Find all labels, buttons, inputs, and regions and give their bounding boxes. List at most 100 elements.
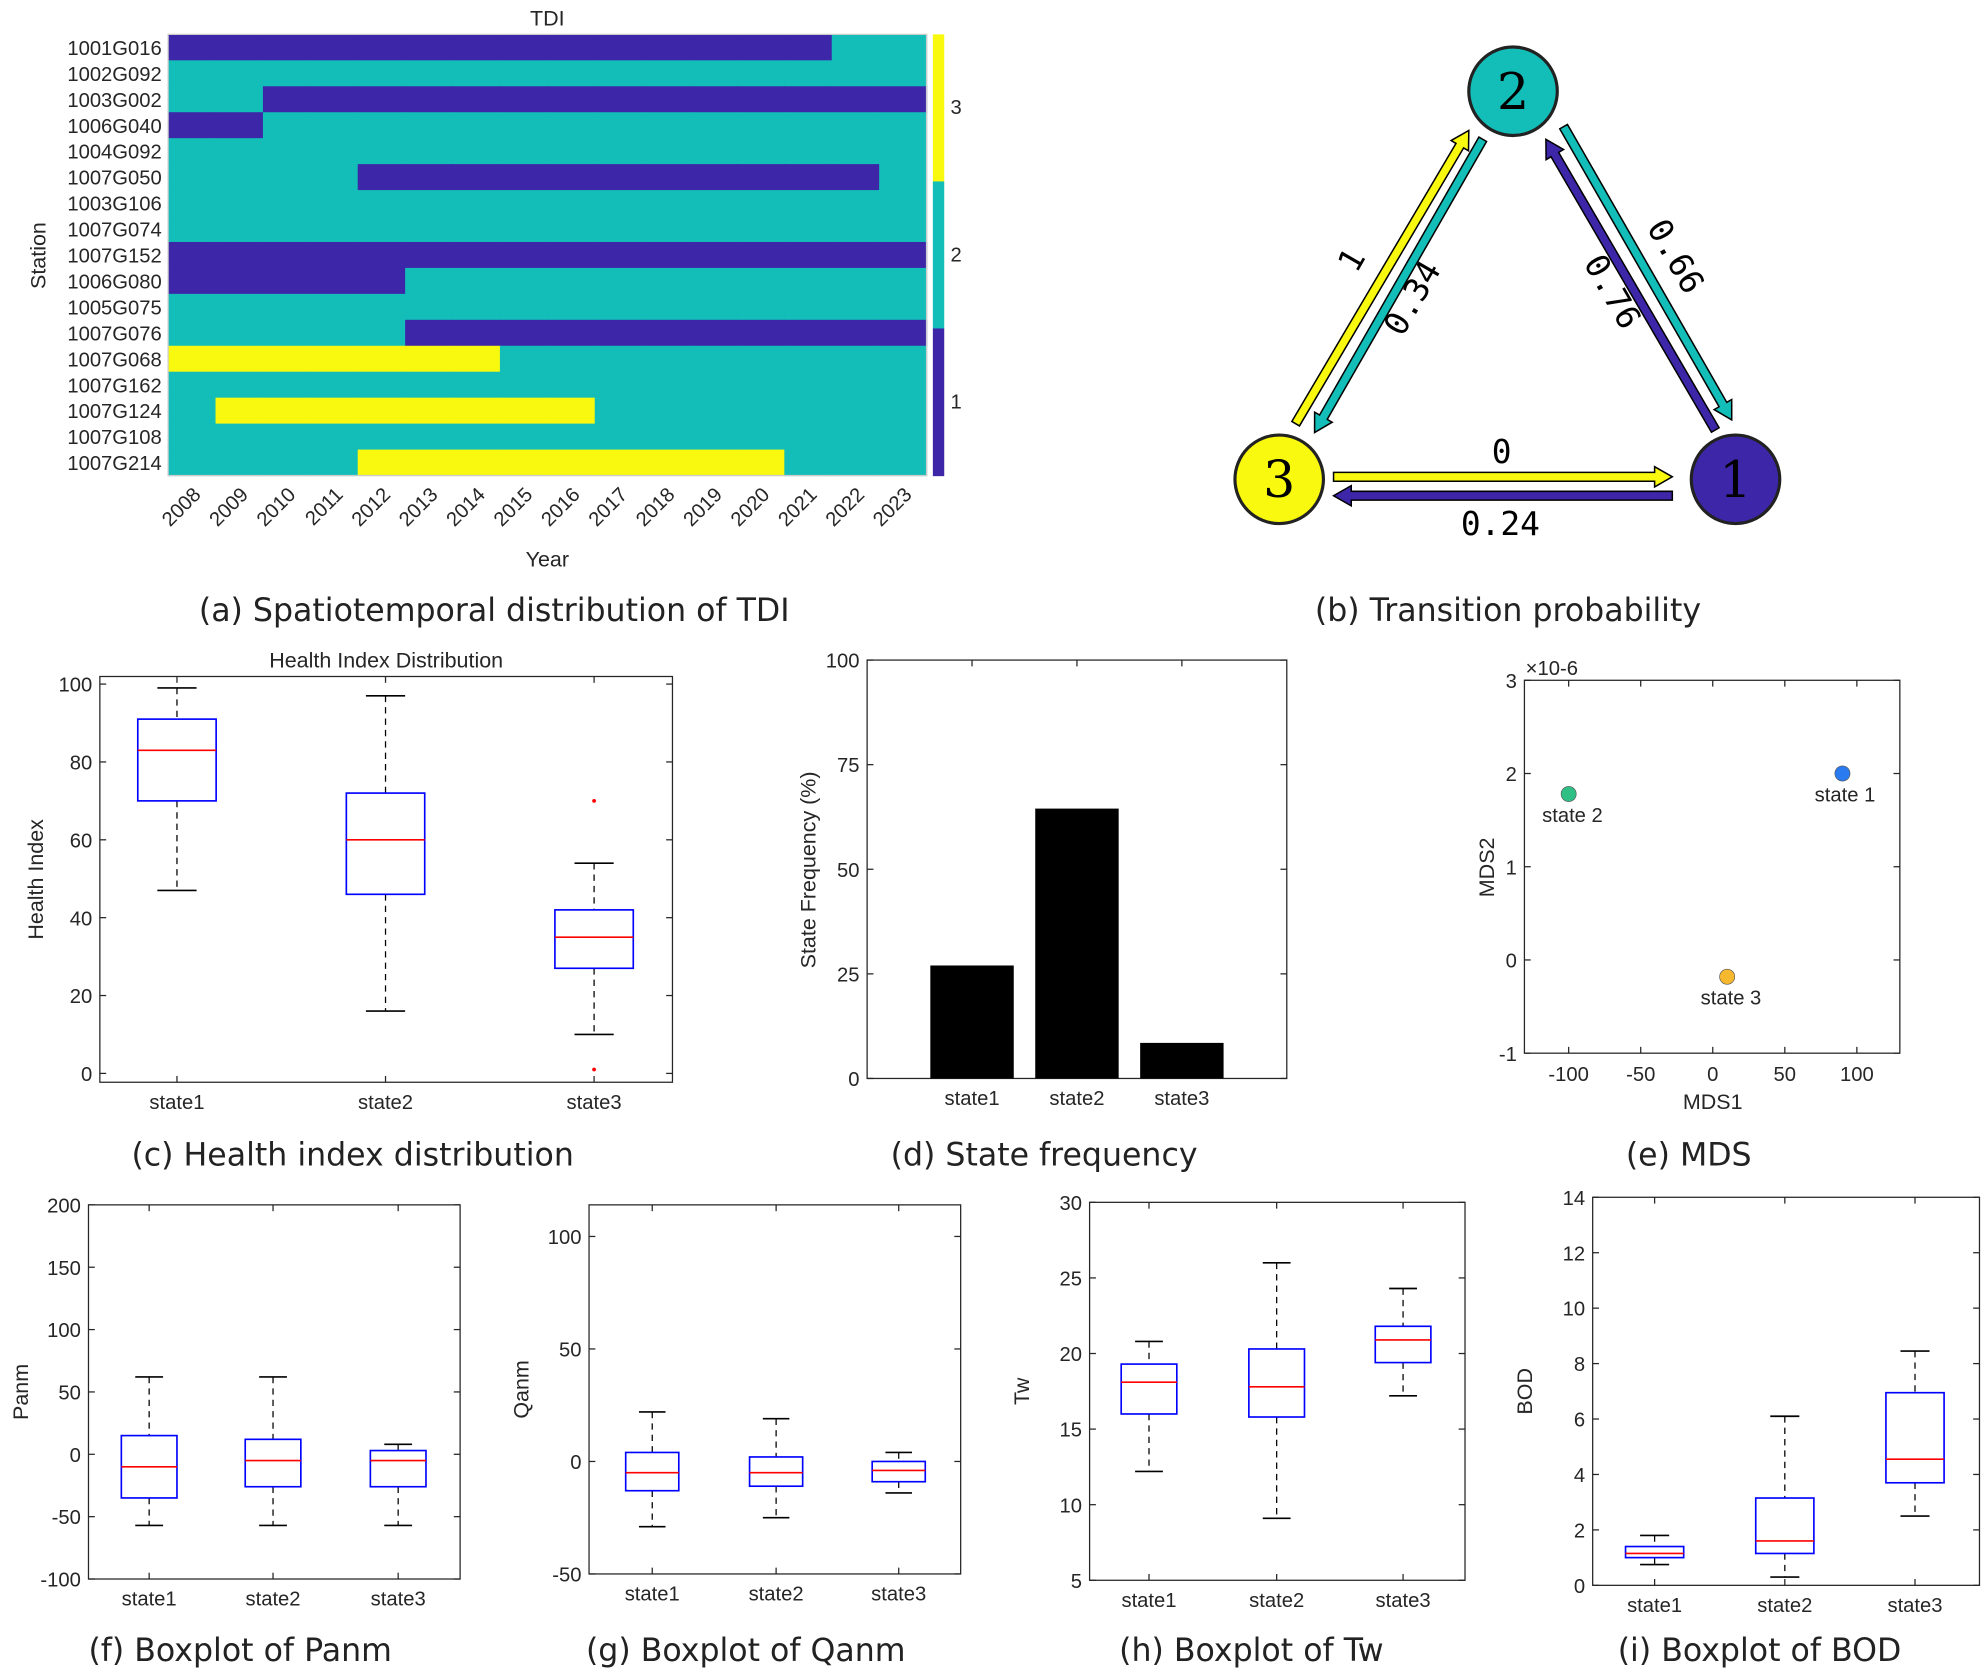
colorbar-tick: 2 bbox=[951, 244, 962, 266]
heatmap-cell bbox=[357, 241, 406, 269]
heatmap-cell bbox=[215, 86, 264, 113]
heatmap-cell bbox=[547, 449, 596, 477]
heatmap-cell bbox=[547, 319, 596, 347]
station-label: 1007G124 bbox=[67, 401, 161, 423]
heatmap-cell bbox=[215, 319, 264, 347]
heatmap-cell bbox=[262, 371, 311, 399]
scatter-point bbox=[1560, 786, 1577, 802]
heatmap-cell bbox=[547, 293, 596, 321]
x-tick-label: state2 bbox=[358, 1092, 413, 1114]
heatmap-cell bbox=[452, 293, 501, 321]
heatmap-cell bbox=[879, 345, 928, 373]
heatmap-cell bbox=[215, 216, 264, 243]
plot-area bbox=[1523, 679, 1901, 1054]
y-tick-label: 75 bbox=[837, 755, 860, 777]
heatmap-cell bbox=[594, 241, 643, 269]
heatmap-cell bbox=[831, 164, 880, 191]
transition-arrow bbox=[1332, 484, 1674, 508]
box bbox=[554, 909, 635, 970]
heatmap-cell bbox=[310, 241, 359, 269]
heatmap-cell bbox=[357, 216, 406, 243]
heatmap-cell bbox=[357, 190, 406, 217]
station-label: 1007G050 bbox=[67, 168, 161, 190]
station-label: 1003G106 bbox=[67, 194, 161, 216]
state-node-label: 1 bbox=[1719, 450, 1751, 509]
x-tick-label: state1 bbox=[149, 1092, 204, 1114]
heatmap-cell bbox=[689, 293, 738, 321]
y-tick-label: 30 bbox=[1060, 1193, 1083, 1215]
heatmap-cell bbox=[547, 190, 596, 217]
heatmap-cell bbox=[784, 423, 833, 451]
heatmap-cell bbox=[689, 449, 738, 477]
heatmap-cell bbox=[168, 371, 217, 399]
heatmap-cell bbox=[499, 319, 548, 347]
y-tick-label: 50 bbox=[837, 860, 860, 882]
heatmap-cell bbox=[499, 138, 548, 165]
year-label: 2016 bbox=[537, 484, 584, 531]
heatmap-cell bbox=[594, 190, 643, 217]
heatmap-cell bbox=[784, 397, 833, 425]
heatmap-cell bbox=[357, 60, 406, 87]
heatmap-cell bbox=[642, 241, 691, 269]
heatmap-cell bbox=[262, 164, 311, 191]
colorbar-tick: 1 bbox=[951, 391, 962, 413]
heatmap-cell bbox=[168, 267, 217, 295]
heatmap-cell bbox=[262, 60, 311, 87]
station-label: 1007G162 bbox=[67, 375, 161, 397]
heatmap-cell bbox=[689, 138, 738, 165]
heatmap-cell bbox=[736, 216, 785, 243]
colorbar-tick: 3 bbox=[951, 97, 962, 119]
y-tick-label: 20 bbox=[70, 986, 92, 1008]
heatmap-cell bbox=[310, 371, 359, 399]
y-tick-label: 10 bbox=[1563, 1299, 1585, 1321]
heatmap-cell bbox=[594, 319, 643, 347]
year-label: 2023 bbox=[869, 484, 916, 531]
outlier-point bbox=[592, 798, 596, 803]
year-label: 2009 bbox=[206, 484, 253, 531]
heatmap-cell bbox=[452, 423, 501, 451]
y-tick-label: -1 bbox=[1499, 1044, 1517, 1066]
box bbox=[244, 1438, 302, 1488]
heatmap-cell bbox=[736, 423, 785, 451]
heatmap-cell bbox=[831, 34, 880, 61]
y-tick-label: 0 bbox=[70, 1445, 81, 1467]
heatmap-cell bbox=[879, 164, 928, 191]
chart-title: Health Index Distribution bbox=[269, 649, 503, 673]
heatmap-cell bbox=[168, 190, 217, 217]
heatmap-cell bbox=[736, 345, 785, 373]
heatmap-cell bbox=[405, 371, 454, 399]
heatmap-cell bbox=[879, 449, 928, 477]
caption-f: (f) Boxplot of Panm bbox=[88, 1633, 391, 1669]
y-tick-label: 4 bbox=[1574, 1465, 1585, 1487]
heatmap-cell bbox=[784, 138, 833, 165]
y-axis-label: Station bbox=[27, 222, 51, 289]
heatmap-cell bbox=[784, 164, 833, 191]
heatmap-cell bbox=[452, 138, 501, 165]
heatmap-cell bbox=[831, 397, 880, 425]
heatmap-cell bbox=[262, 423, 311, 451]
y-tick-label: -50 bbox=[52, 1507, 81, 1529]
heatmap-cell bbox=[168, 397, 217, 425]
heatmap-cell bbox=[594, 216, 643, 243]
transition-arrow bbox=[1332, 465, 1674, 489]
station-label: 1005G075 bbox=[67, 297, 161, 319]
y-axis-label: Health Index bbox=[24, 819, 48, 940]
heatmap-cell bbox=[310, 112, 359, 139]
heatmap-cell bbox=[357, 138, 406, 165]
heatmap-cell bbox=[831, 190, 880, 217]
heatmap-cell bbox=[642, 397, 691, 425]
heatmap-cell bbox=[405, 267, 454, 295]
x-tick-label: state1 bbox=[944, 1088, 999, 1110]
heatmap-title: TDI bbox=[530, 7, 565, 31]
heatmap-cell bbox=[262, 449, 311, 477]
heatmap-cell bbox=[215, 267, 264, 295]
bar bbox=[1035, 808, 1119, 1079]
heatmap-cell bbox=[642, 164, 691, 191]
station-label: 1001G016 bbox=[67, 38, 161, 60]
heatmap-cell bbox=[262, 216, 311, 243]
y-axis-label: Tw bbox=[1010, 1377, 1034, 1405]
heatmap-cell bbox=[784, 241, 833, 269]
caption-h: (h) Boxplot of Tw bbox=[1119, 1633, 1383, 1669]
heatmap-cell bbox=[879, 60, 928, 87]
heatmap-cell bbox=[736, 60, 785, 87]
